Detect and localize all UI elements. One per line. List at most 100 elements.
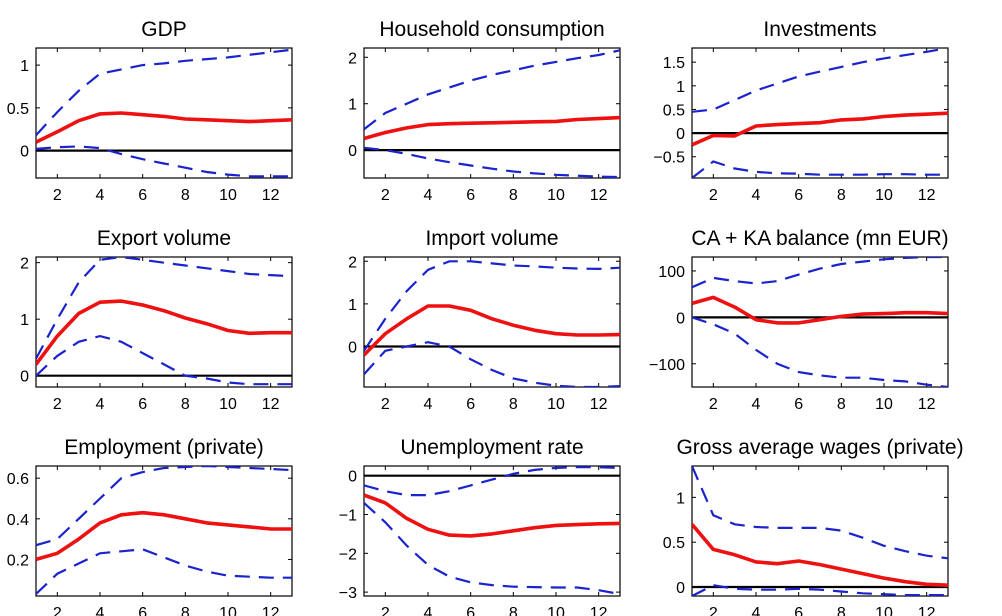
x-tick-label: 8 bbox=[509, 396, 518, 413]
upper-band-line bbox=[692, 48, 948, 113]
y-tick-label: 1 bbox=[20, 58, 29, 75]
panel-0: GDP 2 4 6 8 10 12 0 0.5 1 bbox=[7, 18, 293, 204]
x-tick-label: 10 bbox=[875, 396, 893, 413]
upper-band-line bbox=[36, 257, 292, 360]
x-tick-label: 6 bbox=[138, 605, 147, 616]
panel-8: Gross average wages (private) 2 4 6 8 10 12 0 0.… bbox=[663, 436, 964, 616]
y-tick-label: 0 bbox=[20, 369, 29, 386]
y-tick-label: 1 bbox=[348, 297, 357, 314]
lower-band-line bbox=[692, 584, 948, 596]
y-tick-label: 1 bbox=[20, 312, 29, 329]
x-tick-label: 10 bbox=[547, 605, 565, 616]
y-tick-label: 1 bbox=[676, 490, 685, 507]
x-tick-label: 8 bbox=[181, 187, 190, 204]
x-tick-label: 6 bbox=[794, 187, 803, 204]
x-tick-label: 2 bbox=[709, 396, 718, 413]
y-tick-label: 0.2 bbox=[7, 552, 29, 569]
panel-title: GDP bbox=[141, 18, 187, 41]
x-tick-label: 6 bbox=[466, 187, 475, 204]
plot-area bbox=[36, 48, 292, 178]
upper-band-line bbox=[364, 49, 620, 131]
x-tick-label: 2 bbox=[381, 187, 390, 204]
y-tick-label: 0.5 bbox=[663, 102, 685, 119]
plot-area bbox=[692, 48, 948, 178]
x-tick-label: 4 bbox=[424, 396, 433, 413]
x-tick-label: 10 bbox=[219, 396, 237, 413]
y-tick-label: 0 bbox=[676, 310, 685, 327]
upper-band-line bbox=[364, 466, 620, 497]
response-line bbox=[36, 111, 292, 144]
upper-band-line bbox=[692, 257, 948, 289]
y-tick-label: −1 bbox=[339, 508, 357, 525]
panel-5: CA + KA balance (mn EUR) 2 4 6 8 10 12 −100 0 100 bbox=[649, 227, 949, 413]
x-tick-label: 2 bbox=[53, 187, 62, 204]
x-tick-label: 8 bbox=[509, 187, 518, 204]
upper-band-line bbox=[36, 466, 292, 547]
y-tick-label: 0 bbox=[348, 143, 357, 160]
plot-area bbox=[36, 466, 292, 595]
upper-band-line bbox=[36, 48, 292, 136]
x-tick-label: 10 bbox=[547, 187, 565, 204]
x-tick-label: 4 bbox=[96, 187, 105, 204]
lower-band-line bbox=[364, 146, 620, 178]
panel-6: Employment (private) 2 4 6 8 10 12 0.2 0.4 0.6 bbox=[7, 436, 293, 616]
panel-title: Unemployment rate bbox=[400, 436, 583, 459]
panel-title: CA + KA balance (mn EUR) bbox=[691, 227, 948, 250]
x-tick-label: 6 bbox=[466, 396, 475, 413]
x-tick-label: 12 bbox=[262, 187, 280, 204]
plot-area bbox=[364, 49, 620, 178]
upper-band-line bbox=[692, 466, 948, 560]
panel-title: Employment (private) bbox=[64, 436, 264, 459]
y-tick-label: 0 bbox=[676, 126, 685, 143]
y-tick-label: −0.5 bbox=[653, 150, 685, 167]
y-tick-label: −2 bbox=[339, 546, 357, 563]
lower-band-line bbox=[36, 334, 292, 386]
response-line bbox=[364, 304, 620, 357]
x-tick-label: 8 bbox=[181, 605, 190, 616]
y-tick-label: 0.5 bbox=[7, 101, 29, 118]
axes-frame bbox=[691, 465, 949, 597]
axes-frame bbox=[691, 47, 949, 179]
lower-band-line bbox=[364, 341, 620, 387]
response-line bbox=[36, 510, 292, 562]
x-tick-label: 12 bbox=[262, 605, 280, 616]
x-tick-label: 8 bbox=[837, 187, 846, 204]
x-tick-label: 10 bbox=[547, 396, 565, 413]
plot-area bbox=[36, 257, 292, 386]
lower-band-line bbox=[36, 548, 292, 595]
x-tick-label: 6 bbox=[794, 396, 803, 413]
y-tick-label: 0.5 bbox=[663, 535, 685, 552]
x-tick-label: 6 bbox=[466, 605, 475, 616]
upper-band-line bbox=[364, 260, 620, 352]
x-tick-label: 8 bbox=[509, 605, 518, 616]
x-tick-label: 4 bbox=[752, 187, 761, 204]
y-tick-label: 0 bbox=[676, 580, 685, 597]
x-tick-label: 2 bbox=[381, 396, 390, 413]
x-tick-label: 4 bbox=[424, 187, 433, 204]
x-tick-label: 6 bbox=[138, 396, 147, 413]
y-tick-label: 1.5 bbox=[663, 55, 685, 72]
y-tick-label: 2 bbox=[20, 256, 29, 273]
x-tick-label: 12 bbox=[262, 396, 280, 413]
y-tick-label: 0.6 bbox=[7, 471, 29, 488]
x-tick-label: 10 bbox=[219, 605, 237, 616]
y-tick-label: 0.4 bbox=[7, 512, 29, 529]
x-tick-label: 10 bbox=[875, 605, 893, 616]
x-tick-label: 4 bbox=[96, 605, 105, 616]
x-tick-label: 2 bbox=[709, 605, 718, 616]
plot-area bbox=[364, 466, 620, 596]
x-tick-label: 4 bbox=[752, 396, 761, 413]
response-line bbox=[36, 299, 292, 366]
plot-area bbox=[692, 257, 948, 387]
y-tick-label: 100 bbox=[658, 264, 685, 281]
axes-frame bbox=[35, 47, 293, 179]
x-tick-label: 12 bbox=[590, 605, 608, 616]
x-tick-label: 8 bbox=[837, 605, 846, 616]
y-tick-label: −100 bbox=[649, 357, 685, 374]
plot-area bbox=[692, 466, 948, 596]
axes-frame bbox=[363, 465, 621, 597]
response-line bbox=[364, 493, 620, 538]
panel-title: Gross average wages (private) bbox=[676, 436, 963, 459]
